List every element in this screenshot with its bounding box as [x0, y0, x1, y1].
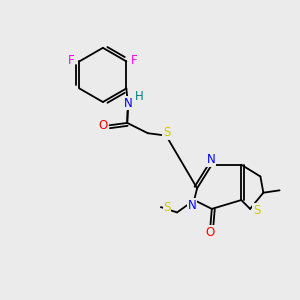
Text: F: F: [131, 54, 138, 67]
Text: N: N: [207, 153, 216, 166]
Text: N: N: [123, 97, 132, 110]
Text: S: S: [163, 126, 170, 139]
Text: S: S: [163, 201, 170, 214]
Text: H: H: [135, 90, 144, 103]
Text: N: N: [188, 199, 196, 212]
Text: O: O: [206, 226, 215, 239]
Text: O: O: [98, 119, 108, 132]
Text: F: F: [131, 53, 138, 66]
Text: F: F: [68, 54, 74, 67]
Text: S: S: [253, 204, 260, 217]
